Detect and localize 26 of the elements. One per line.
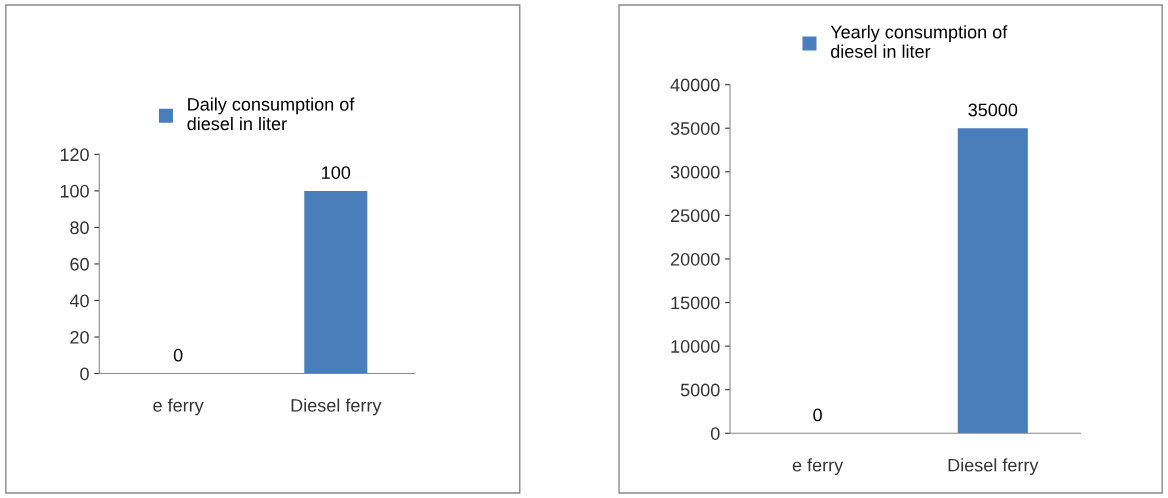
y-tick-label: 0 [80,367,89,381]
data-label: 0 [813,408,822,422]
y-tick-label: 5000 [680,383,720,397]
legend-label: Yearly consumption of diesel in liter [830,25,1008,58]
x-tick-label: Diesel ferry [948,458,1039,476]
data-label: 35000 [968,103,1018,117]
y-tick-label: 25000 [670,209,720,223]
y-tick-label: 20 [70,330,89,344]
y-tick-label: 15000 [671,296,720,310]
y-tick-label: 20000 [670,252,720,266]
legend-label: Daily consumption of diesel in liter [187,97,355,131]
y-tick-label: 40 [69,294,89,308]
y-tick-label: 40000 [670,78,720,92]
x-tick-label: e ferry [153,398,204,416]
y-tick-label: 80 [70,221,89,235]
y-tick-label: 100 [60,184,89,198]
x-tick-label: Diesel ferry [291,398,382,416]
y-tick-label: 120 [60,148,89,162]
y-tick-label: 30000 [670,165,720,179]
y-tick-label: 35000 [670,122,720,135]
x-tick-label: e ferry [792,458,844,476]
y-tick-label: 10000 [671,340,720,353]
y-tick-label: 0 [710,427,720,440]
data-label: 0 [173,348,183,362]
data-label: 100 [322,166,351,179]
y-tick-label: 60 [70,257,89,271]
